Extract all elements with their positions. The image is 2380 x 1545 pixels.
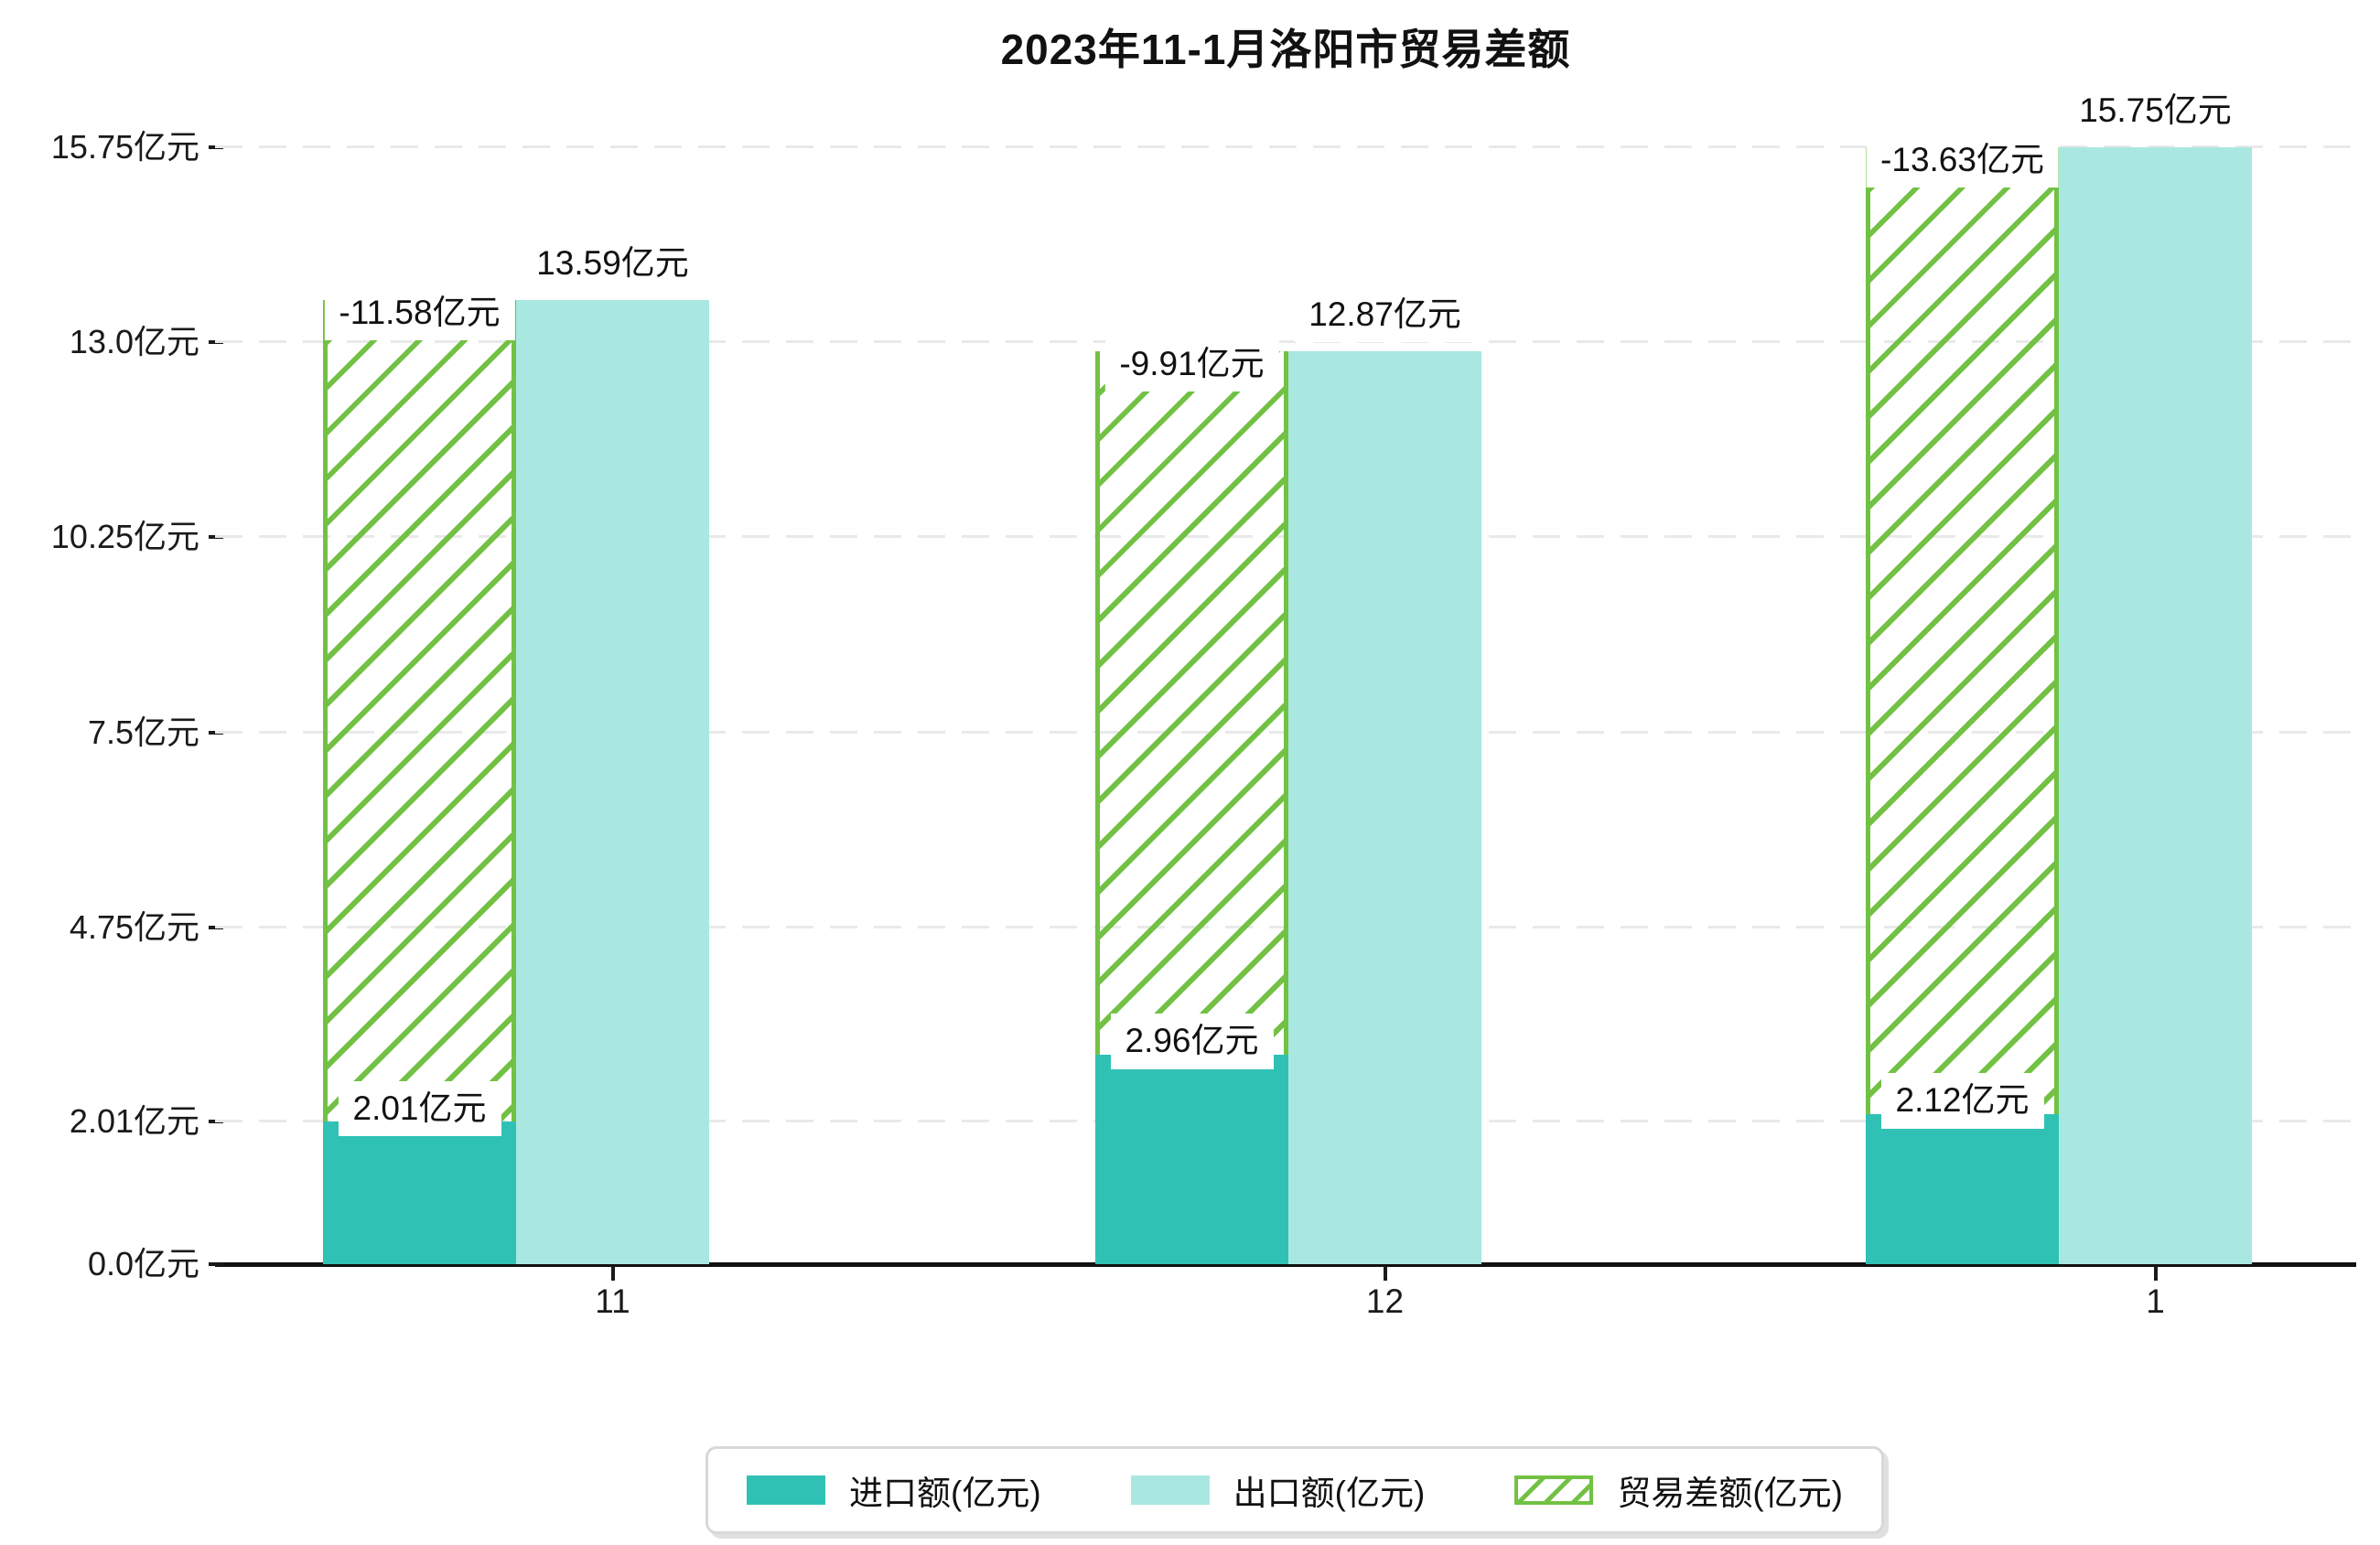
legend-item-import: 进口额(亿元) — [747, 1465, 1041, 1515]
legend: 进口额(亿元) 出口额(亿元) 贸易差额(亿元) — [705, 1446, 1884, 1534]
trade-balance-value-label: -11.58亿元 — [324, 285, 515, 341]
export-value-label: 15.75亿元 — [2064, 82, 2246, 138]
export-value-label: 12.87亿元 — [1294, 286, 1476, 343]
export-swatch-icon — [1130, 1475, 1210, 1505]
trade-balance-bar — [323, 300, 516, 1122]
trade-balance-value-label: -13.63亿元 — [1866, 132, 2059, 188]
x-tick-mark — [2153, 1266, 2158, 1281]
export-bar — [516, 300, 709, 1264]
x-tick-mark — [610, 1266, 615, 1281]
import-bar — [323, 1121, 516, 1264]
import-value-label: 2.12亿元 — [1880, 1073, 2044, 1129]
export-value-label: 13.59亿元 — [522, 236, 704, 292]
x-tick-mark — [1383, 1266, 1387, 1281]
balance-hatch-swatch-icon — [1514, 1475, 1594, 1505]
x-tick-label: 1 — [2146, 1282, 2165, 1320]
export-bar — [2059, 147, 2252, 1264]
import-swatch-icon — [747, 1475, 826, 1505]
legend-item-balance: 贸易差额(亿元) — [1514, 1465, 1843, 1515]
x-tick-label: 12 — [1365, 1282, 1405, 1320]
y-tick-mark — [209, 1262, 223, 1266]
legend-label-export: 出口额(亿元) — [1233, 1475, 1426, 1512]
legend-item-export: 出口额(亿元) — [1130, 1465, 1426, 1515]
y-tick-label: 13.0亿元 — [69, 323, 199, 361]
import-bar — [1866, 1113, 2059, 1264]
x-tick-label: 11 — [595, 1282, 630, 1320]
gridline — [215, 340, 2356, 344]
legend-label-import: 进口额(亿元) — [849, 1475, 1041, 1512]
export-bar — [1288, 351, 1481, 1264]
y-tick-label: 7.5亿元 — [87, 713, 199, 751]
legend-label-balance: 贸易差额(亿元) — [1617, 1475, 1843, 1512]
y-tick-label: 2.01亿元 — [69, 1102, 199, 1141]
import-bar — [1095, 1054, 1288, 1264]
trade-balance-value-label: -9.91亿元 — [1104, 336, 1279, 392]
import-value-label: 2.96亿元 — [1110, 1014, 1274, 1069]
y-tick-label: 4.75亿元 — [69, 907, 199, 946]
trade-balance-bar — [1866, 147, 2059, 1114]
gridline — [215, 145, 2356, 148]
y-tick-label: 15.75亿元 — [50, 128, 199, 166]
import-value-label: 2.01亿元 — [338, 1080, 501, 1137]
chart-title: 2023年11-1月洛阳市贸易差额 — [1000, 26, 1571, 73]
x-axis-line — [215, 1262, 2356, 1267]
y-tick-label: 10.25亿元 — [50, 518, 199, 556]
plot-area: 2.01亿元 -11.58亿元 13.59亿元 2.96亿元 -9.91亿元 12.87亿… — [215, 82, 2356, 1264]
y-tick-label: 0.0亿元 — [87, 1245, 199, 1282]
trade-balance-bar — [1095, 351, 1288, 1055]
